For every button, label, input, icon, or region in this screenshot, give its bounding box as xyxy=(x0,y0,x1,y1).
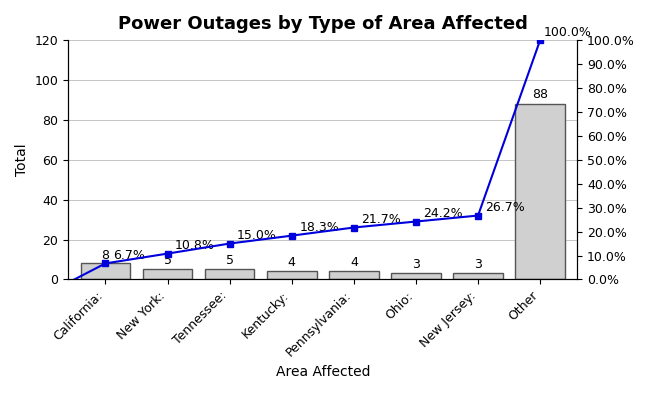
Text: 21.7%: 21.7% xyxy=(361,213,401,226)
Bar xyxy=(391,273,441,279)
Bar xyxy=(453,273,503,279)
Text: 3: 3 xyxy=(474,258,482,271)
Bar xyxy=(143,269,192,279)
Bar xyxy=(329,271,379,279)
Text: 15.0%: 15.0% xyxy=(237,229,277,242)
Title: Power Outages by Type of Area Affected: Power Outages by Type of Area Affected xyxy=(118,15,528,33)
Text: 8: 8 xyxy=(101,249,109,262)
Text: 10.8%: 10.8% xyxy=(175,239,215,252)
Bar xyxy=(205,269,254,279)
Y-axis label: Total: Total xyxy=(15,143,29,176)
Text: 24.2%: 24.2% xyxy=(423,206,463,219)
Text: 26.7%: 26.7% xyxy=(486,201,525,214)
Text: 100.0%: 100.0% xyxy=(543,26,591,39)
Text: 4: 4 xyxy=(288,256,296,269)
Text: 18.3%: 18.3% xyxy=(299,221,339,234)
Text: 5: 5 xyxy=(164,255,172,268)
X-axis label: Area Affected: Area Affected xyxy=(276,365,370,379)
Text: 5: 5 xyxy=(226,255,233,268)
Text: 3: 3 xyxy=(412,258,420,271)
Text: 4: 4 xyxy=(350,256,358,269)
Text: 88: 88 xyxy=(532,88,548,101)
Text: 6.7%: 6.7% xyxy=(113,249,145,262)
Bar xyxy=(515,104,565,279)
Bar xyxy=(81,264,130,279)
Bar xyxy=(267,271,317,279)
